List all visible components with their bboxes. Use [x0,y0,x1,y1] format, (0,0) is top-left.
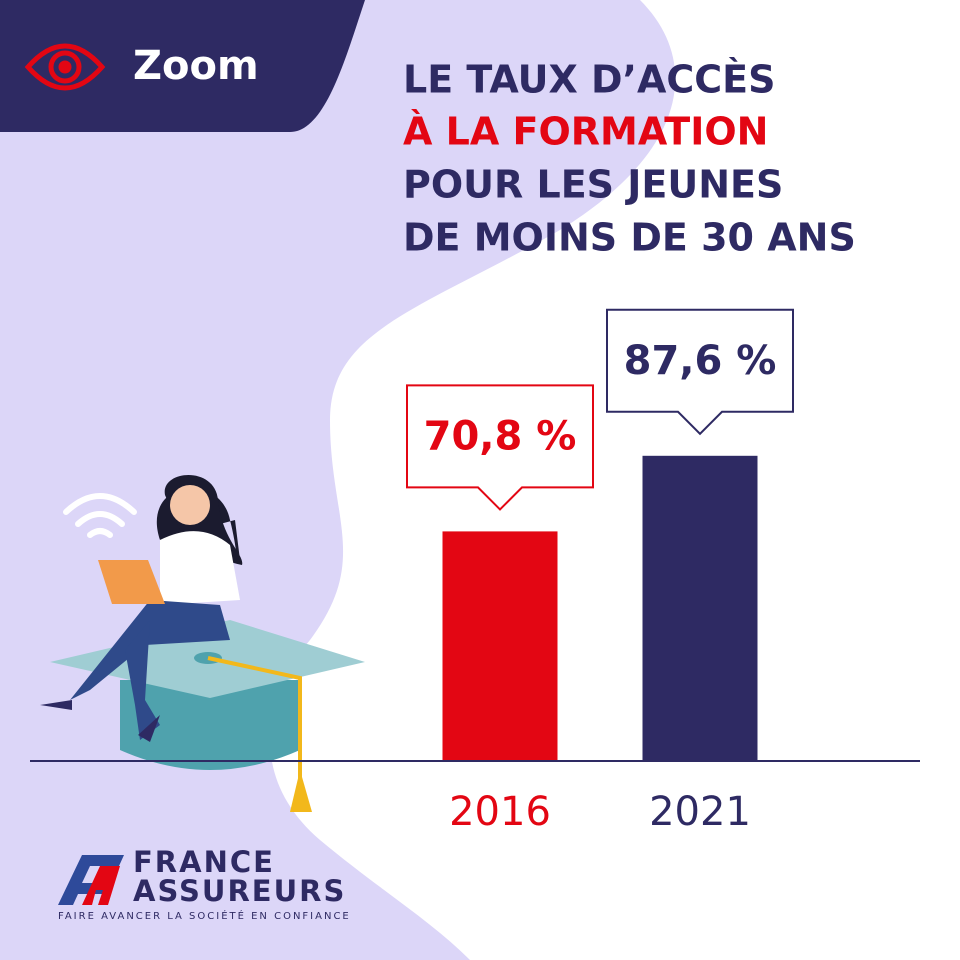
title-line: À LA FORMATION [403,110,768,154]
logo [58,855,124,905]
title-line: LE TAUX D’ACCÈS [403,58,776,102]
callout [606,308,794,436]
bar [642,455,758,760]
x-tick-label: 2016 [449,789,551,835]
eye-icon [24,43,106,91]
plot: 70,8 % 2016 87,6 % 2021 [406,308,794,835]
badge-banner [0,0,365,132]
badge-text: Zoom [133,43,259,89]
title-line: DE MOINS DE 30 ANS [403,216,856,260]
bar [442,531,558,760]
illustration [40,475,365,812]
logo-line: ASSUREURS [133,874,346,908]
logo-line: FRANCE [133,845,275,879]
callout [406,384,594,511]
value-label: 87,6 % [624,338,777,384]
x-tick-label: 2021 [649,789,751,835]
logo-tagline: FAIRE AVANCER LA SOCIÉTÉ EN CONFIANCE [58,909,351,922]
title-line: POUR LES JEUNES [403,163,783,207]
value-label: 70,8 % [424,413,577,459]
